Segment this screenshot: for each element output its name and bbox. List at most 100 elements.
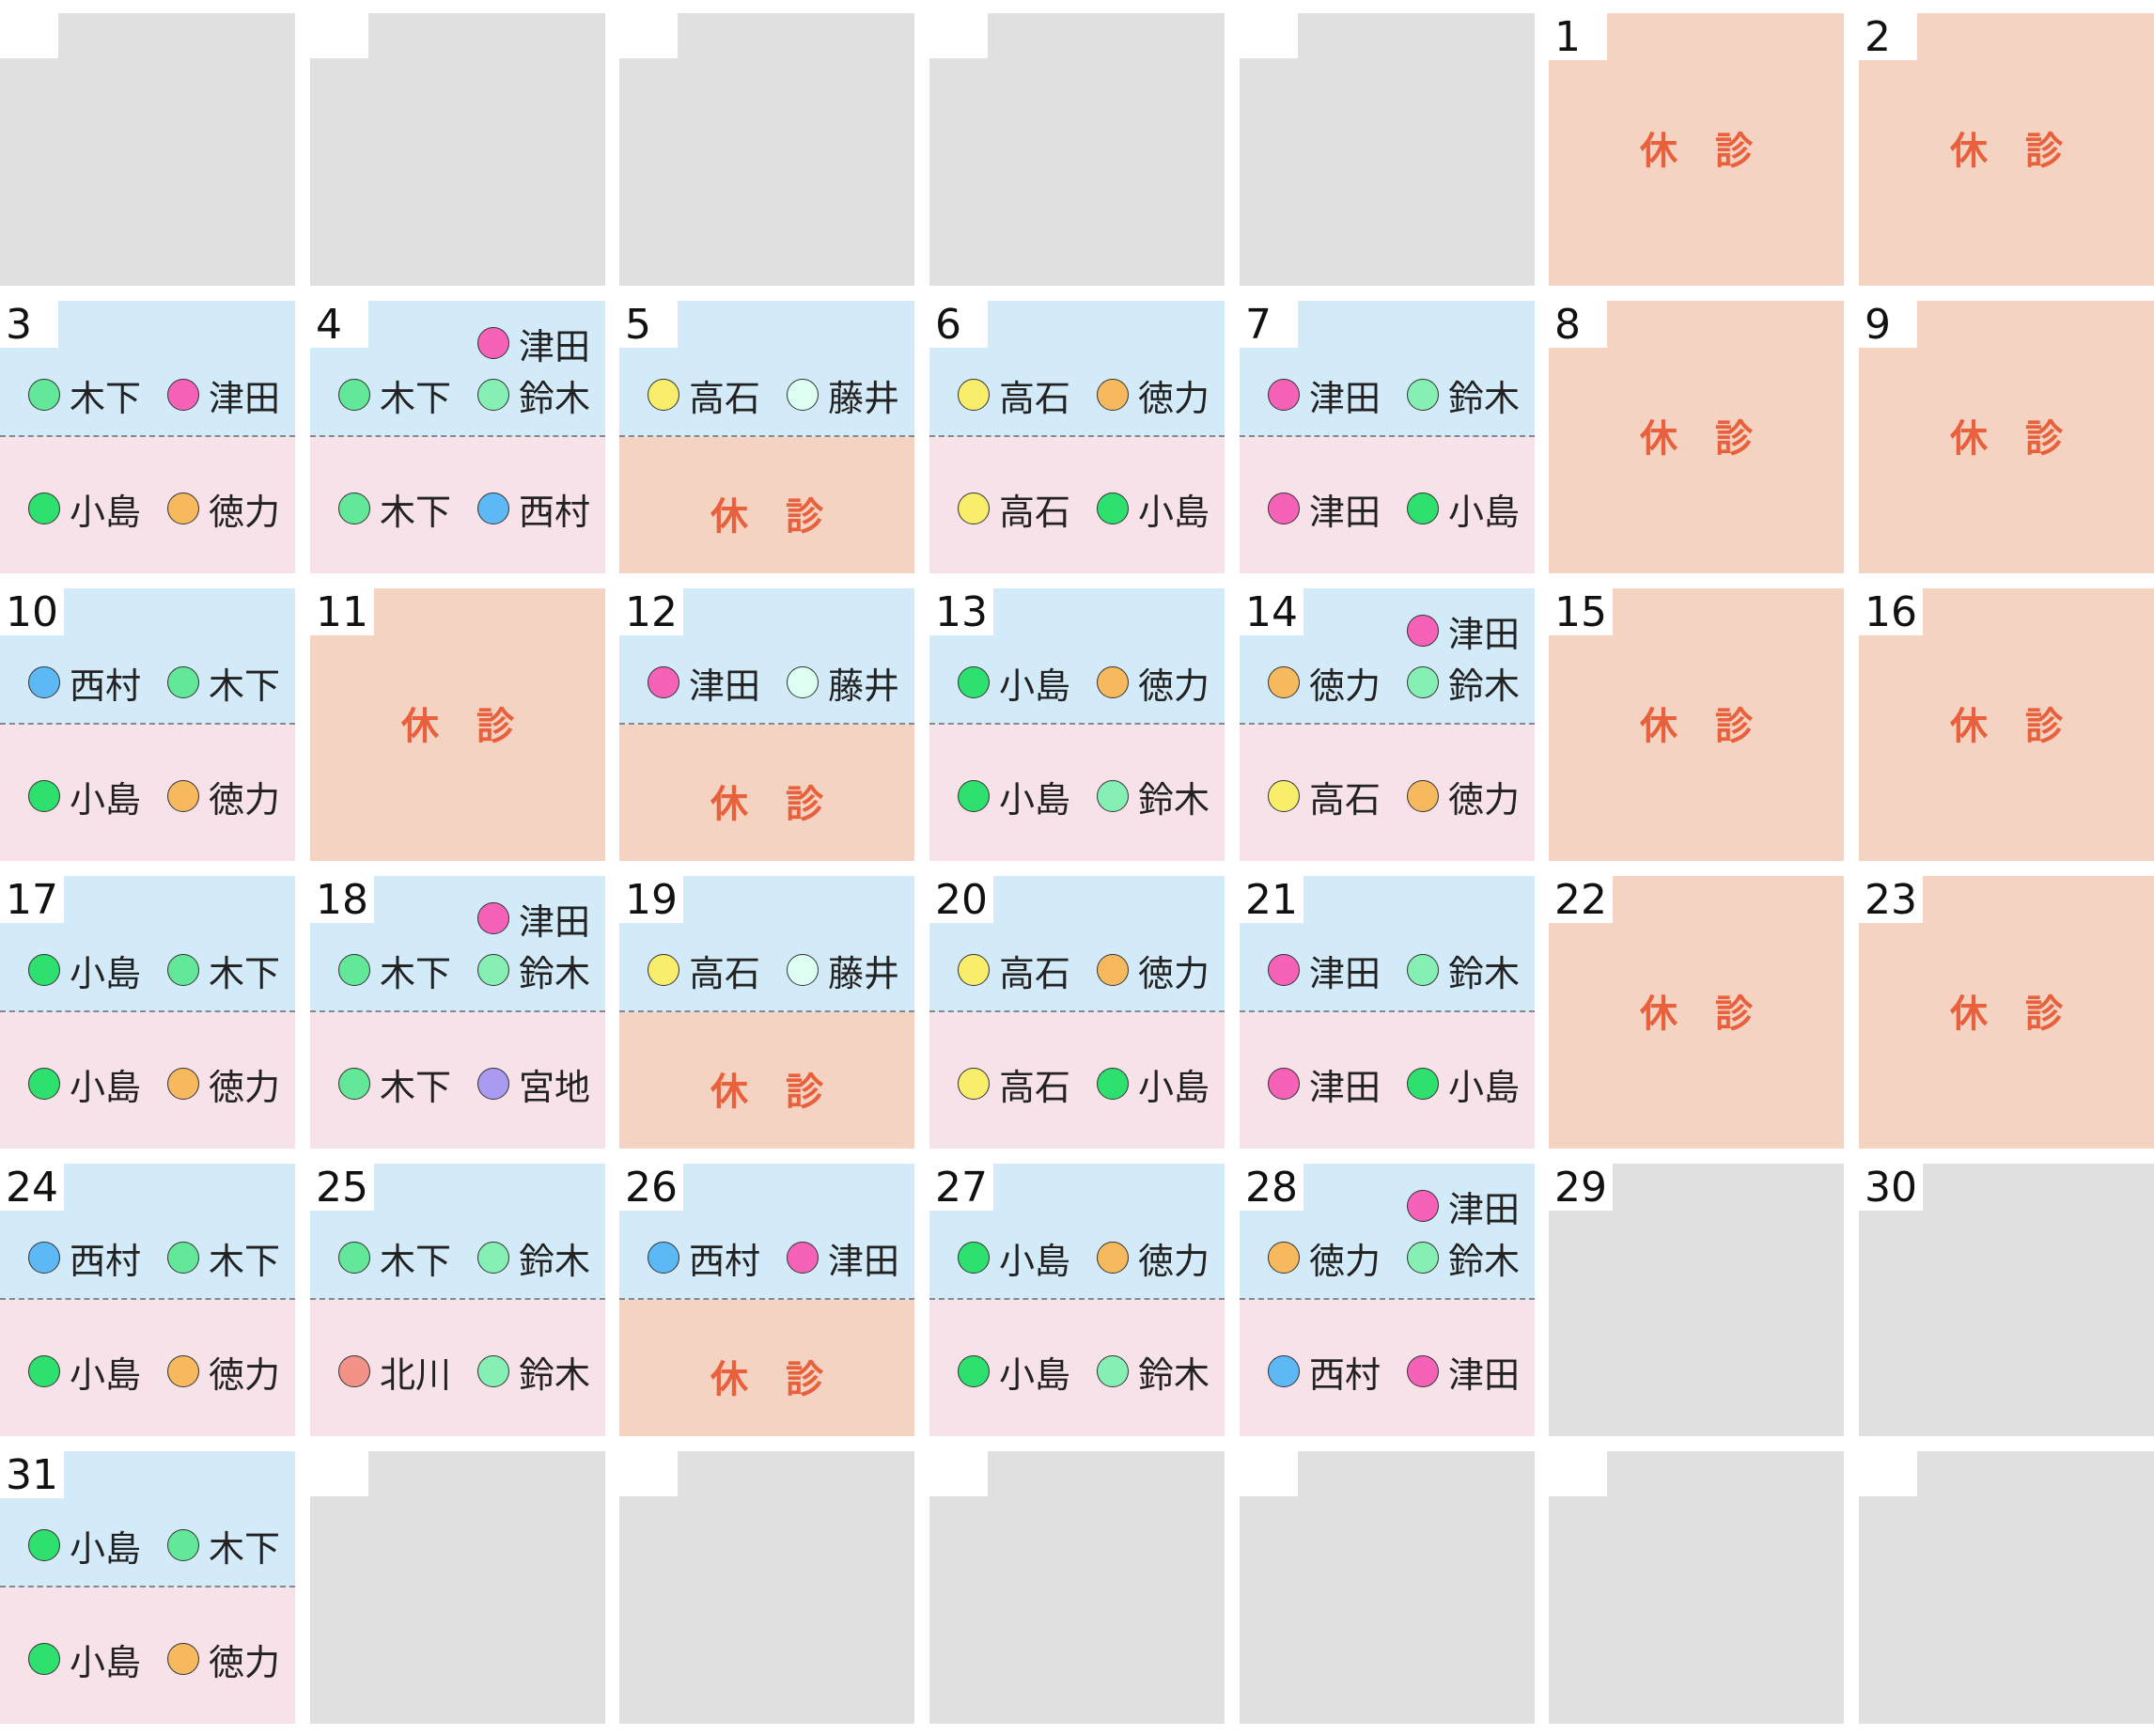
day-cell bbox=[0, 13, 295, 286]
doctor-dot bbox=[787, 954, 819, 986]
doctor-dot bbox=[958, 1355, 990, 1387]
doctor-name: 鈴木 bbox=[1448, 377, 1521, 419]
doctor-slot: 小島 bbox=[28, 1638, 141, 1683]
doctor-slot: 高石 bbox=[958, 1063, 1070, 1108]
day-number: 7 bbox=[1240, 301, 1298, 349]
doctor-name: 高石 bbox=[689, 377, 761, 419]
day-cell: 西村 木下 小島 徳力 10 bbox=[0, 588, 295, 861]
day-number: 6 bbox=[929, 301, 988, 349]
doctor-dot bbox=[477, 1068, 509, 1100]
day-cell: 津田 藤井休 診 12 bbox=[619, 588, 914, 861]
doctor-dot bbox=[958, 780, 990, 812]
doctor-dot bbox=[477, 902, 509, 934]
doctor-dot bbox=[1407, 1068, 1439, 1100]
doctor-dot bbox=[338, 379, 370, 411]
afternoon-block: 休 診 bbox=[619, 1300, 914, 1436]
doctor-name: 西村 bbox=[70, 665, 142, 707]
day-cell: 小島 木下 小島 徳力 31 bbox=[0, 1451, 295, 1724]
doctor-dot bbox=[958, 493, 990, 524]
doctor-dot bbox=[1407, 780, 1439, 812]
doctor-name: 小島 bbox=[1448, 491, 1521, 533]
closed-label: 休 診 bbox=[1640, 705, 1753, 748]
doctor-name: 木下 bbox=[380, 377, 452, 419]
doctor-name: 小島 bbox=[70, 491, 142, 533]
doctor-name: 徳力 bbox=[209, 491, 281, 533]
doctor-name: 鈴木 bbox=[519, 952, 591, 994]
doctor-name: 木下 bbox=[380, 1066, 452, 1108]
doctor-name: 木下 bbox=[380, 491, 452, 533]
doctor-name: 津田 bbox=[1309, 1066, 1381, 1108]
doctor-name: 高石 bbox=[999, 1066, 1071, 1108]
doctor-slot: 小島 bbox=[1097, 1063, 1210, 1108]
doctor-slot: 津田 bbox=[1268, 949, 1381, 994]
doctor-slot: 津田 bbox=[1407, 1351, 1520, 1396]
doctor-dot bbox=[787, 379, 819, 411]
doctor-dot bbox=[958, 1068, 990, 1100]
doctor-slot: 木下 bbox=[338, 374, 451, 419]
doctor-name: 鈴木 bbox=[519, 1240, 591, 1282]
doctor-name: 徳力 bbox=[1309, 1240, 1381, 1282]
doctor-slot: 鈴木 bbox=[1407, 1237, 1520, 1282]
doctor-slot: 津田 bbox=[648, 662, 760, 707]
doctor-slot: 徳力 bbox=[167, 775, 280, 821]
doctor-slot: 徳力 bbox=[167, 1638, 280, 1683]
doctor-dot bbox=[1268, 666, 1300, 698]
day-number: 20 bbox=[929, 876, 993, 924]
doctor-slot: 高石 bbox=[958, 949, 1070, 994]
doctor-name: 藤井 bbox=[828, 952, 900, 994]
day-cell: 小島 徳力 小島 鈴木 13 bbox=[929, 588, 1225, 861]
doctor-dot bbox=[958, 1242, 990, 1274]
doctor-slot: 高石 bbox=[1268, 775, 1381, 821]
doctor-slot: 高石 bbox=[958, 488, 1070, 533]
morning-block: 小島 徳力 bbox=[929, 588, 1225, 725]
doctor-name: 鈴木 bbox=[1448, 665, 1521, 707]
doctor-dot bbox=[167, 1068, 199, 1100]
doctor-slot: 小島 bbox=[28, 1525, 141, 1570]
doctor-dot bbox=[648, 379, 679, 411]
day-number: 21 bbox=[1240, 876, 1303, 924]
doctor-name: 徳力 bbox=[1138, 1240, 1210, 1282]
doctor-slot: 木下 bbox=[338, 949, 451, 994]
doctor-dot bbox=[958, 666, 990, 698]
closed-label: 休 診 bbox=[1950, 130, 2063, 173]
morning-block: 高石 徳力 bbox=[929, 301, 1225, 437]
doctor-dot bbox=[477, 493, 509, 524]
doctor-slot: 津田 bbox=[477, 322, 590, 368]
day-cell bbox=[310, 13, 605, 286]
empty-corner bbox=[0, 13, 58, 58]
doctor-name: 高石 bbox=[999, 491, 1071, 533]
doctor-dot bbox=[1407, 379, 1439, 411]
doctor-dot bbox=[28, 1529, 60, 1561]
doctor-slot: 西村 bbox=[1268, 1351, 1381, 1396]
doctor-slot: 徳力 bbox=[1407, 775, 1520, 821]
doctor-name: 津田 bbox=[689, 665, 761, 707]
doctor-name: 津田 bbox=[1448, 1188, 1521, 1230]
closed-label: 休 診 bbox=[1950, 993, 2063, 1036]
doctor-slot: 木下 bbox=[167, 1525, 280, 1570]
day-cell: 津田 木下 鈴木 木下 西村 4 bbox=[310, 301, 605, 573]
doctor-name: 木下 bbox=[209, 1240, 281, 1282]
doctor-name: 小島 bbox=[999, 1353, 1071, 1396]
doctor-dot bbox=[477, 379, 509, 411]
morning-block: 西村 木下 bbox=[0, 1164, 295, 1300]
afternoon-block: 木下 西村 bbox=[310, 437, 605, 573]
doctor-name: 小島 bbox=[70, 1353, 142, 1396]
doctor-slot: 徳力 bbox=[167, 488, 280, 533]
day-cell bbox=[1240, 13, 1535, 286]
doctor-slot: 小島 bbox=[28, 775, 141, 821]
day-number: 17 bbox=[0, 876, 64, 924]
doctor-dot bbox=[167, 379, 199, 411]
doctor-name: 津田 bbox=[1309, 491, 1381, 533]
doctor-slot: 藤井 bbox=[787, 662, 899, 707]
doctor-dot bbox=[1268, 954, 1300, 986]
doctor-slot: 小島 bbox=[958, 775, 1070, 821]
doctor-dot bbox=[477, 1355, 509, 1387]
afternoon-block: 休 診 bbox=[619, 725, 914, 861]
day-number: 15 bbox=[1549, 588, 1613, 636]
doctor-name: 西村 bbox=[689, 1240, 761, 1282]
day-cell: 30 bbox=[1859, 1164, 2154, 1436]
doctor-name: 小島 bbox=[1448, 1066, 1521, 1108]
doctor-slot: 津田 bbox=[1407, 1185, 1520, 1230]
doctor-name: 小島 bbox=[70, 778, 142, 821]
afternoon-block: 北川 鈴木 bbox=[310, 1300, 605, 1436]
